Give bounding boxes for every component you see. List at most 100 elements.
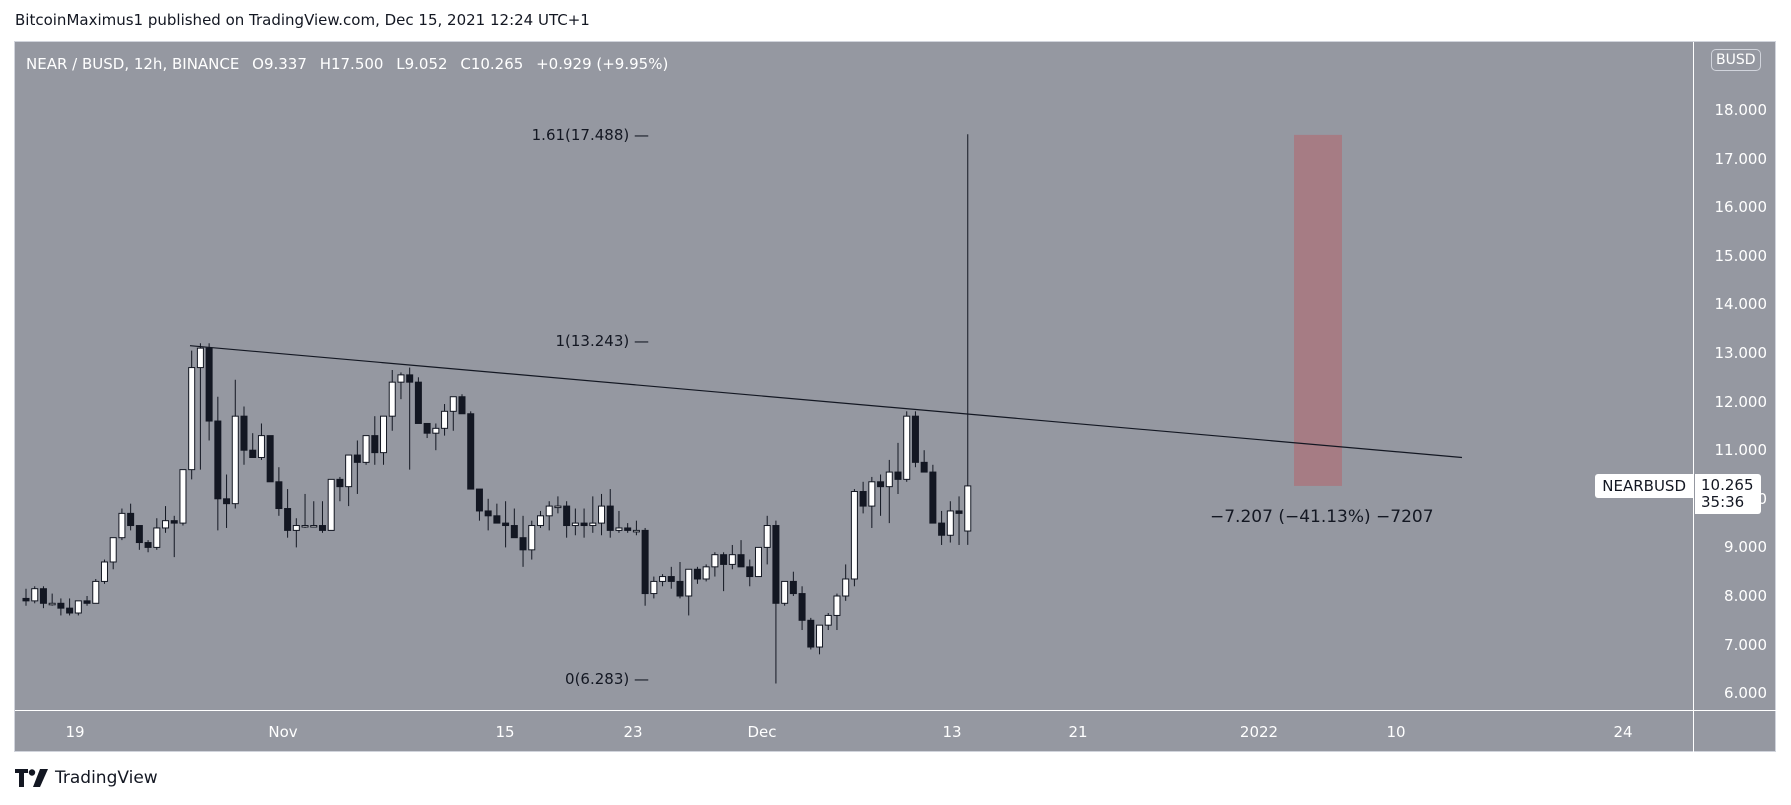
candle [188, 350, 196, 480]
candle [868, 476, 876, 528]
candle [720, 552, 728, 592]
candle [789, 571, 797, 596]
price-tick: 13.000 [1714, 344, 1768, 362]
candle [83, 596, 91, 606]
candle [728, 544, 736, 570]
candle [423, 422, 431, 439]
candle [205, 343, 213, 441]
fib-level-label: 1(13.243) — [555, 332, 649, 351]
close-label: C [460, 55, 471, 73]
candle [711, 552, 719, 577]
time-tick: 23 [623, 723, 643, 741]
time-tick: Nov [268, 723, 298, 741]
price-tick: 14.000 [1714, 295, 1768, 314]
price-tick: 12.000 [1714, 392, 1768, 411]
candle [528, 520, 536, 560]
candle [406, 367, 414, 470]
candle [170, 515, 178, 558]
candle [894, 442, 902, 494]
price-tick: 15.000 [1714, 246, 1768, 265]
candle [100, 559, 108, 584]
candle [685, 568, 693, 616]
plot-area[interactable]: NEAR / BUSD, 12h, BINANCE O9.337 H17.500… [15, 42, 1693, 710]
candle [920, 450, 928, 473]
change-value: +0.929 (+9.95%) [536, 55, 669, 73]
symbol-title[interactable]: NEAR / BUSD, 12h, BINANCE [26, 55, 240, 73]
candle [798, 586, 806, 631]
time-tick: 15 [495, 723, 515, 741]
candlestick-series [22, 134, 1463, 684]
candle [536, 510, 544, 528]
price-range-rectangle[interactable] [1294, 134, 1342, 486]
candle [135, 525, 143, 550]
candle [885, 459, 893, 524]
candle [502, 501, 510, 548]
candle [179, 469, 187, 526]
fib-level-label: 0(6.283) — [565, 670, 649, 689]
candle [318, 501, 326, 533]
candle [955, 496, 963, 545]
candle [493, 503, 501, 524]
candle [266, 435, 274, 483]
candle [249, 433, 257, 458]
candle [301, 493, 309, 528]
candle [903, 411, 911, 482]
high-label: H [319, 55, 331, 73]
candle [231, 379, 239, 509]
candle [833, 593, 841, 631]
candle [39, 586, 47, 609]
time-axis[interactable]: 19 Nov 15 23 Dec 13 21 2022 10 24 [15, 710, 1693, 752]
price-axis[interactable]: BUSD 18.000 17.000 16.000 15.000 14.000 13.00… [1693, 42, 1777, 710]
candle [589, 496, 597, 533]
chart-frame[interactable]: NEAR / BUSD, 12h, BINANCE O9.337 H17.500… [14, 41, 1777, 752]
candle [859, 481, 867, 514]
time-tick: 13 [942, 723, 962, 741]
candle [938, 510, 946, 545]
candle [345, 454, 353, 507]
candle [257, 423, 265, 460]
descending-trendline[interactable] [189, 345, 1463, 459]
candle [763, 515, 771, 565]
candle [397, 372, 405, 400]
candle [223, 474, 231, 528]
candle [371, 416, 379, 465]
candle [467, 411, 475, 490]
candle [606, 489, 614, 538]
candle [737, 540, 745, 568]
price-tick: 11.000 [1714, 441, 1768, 460]
candle [693, 566, 701, 584]
candle [754, 546, 762, 578]
low-label: L [396, 55, 405, 73]
candle [650, 576, 658, 599]
candle [92, 578, 100, 604]
open-label: O [252, 55, 264, 73]
price-tick: 8.000 [1724, 587, 1767, 605]
candle [877, 474, 885, 516]
last-price: 10.265 [1701, 475, 1754, 494]
tradingview-logo[interactable]: TradingView [15, 768, 158, 788]
publish-attribution: BitcoinMaximus1 published on TradingView… [15, 11, 590, 29]
time-tick: Dec [747, 723, 777, 741]
candle [48, 593, 56, 606]
axis-corner [1693, 710, 1777, 752]
candle [66, 598, 74, 616]
candle [31, 586, 39, 604]
candle [484, 498, 492, 531]
candle [414, 377, 422, 424]
candle [929, 464, 937, 524]
low-value: 9.052 [404, 55, 448, 73]
candle [196, 343, 204, 470]
price-tick: 6.000 [1724, 684, 1767, 703]
candle [554, 496, 562, 514]
currency-badge[interactable]: BUSD [1711, 49, 1761, 71]
candle [676, 561, 684, 599]
candle [214, 396, 222, 531]
candle [571, 508, 579, 536]
candle [162, 506, 170, 533]
candle [388, 370, 396, 431]
candle [964, 134, 972, 545]
open-value: 9.337 [263, 55, 307, 73]
tradingview-brand: TradingView [55, 768, 158, 788]
candle [336, 476, 344, 502]
candle [327, 478, 335, 531]
